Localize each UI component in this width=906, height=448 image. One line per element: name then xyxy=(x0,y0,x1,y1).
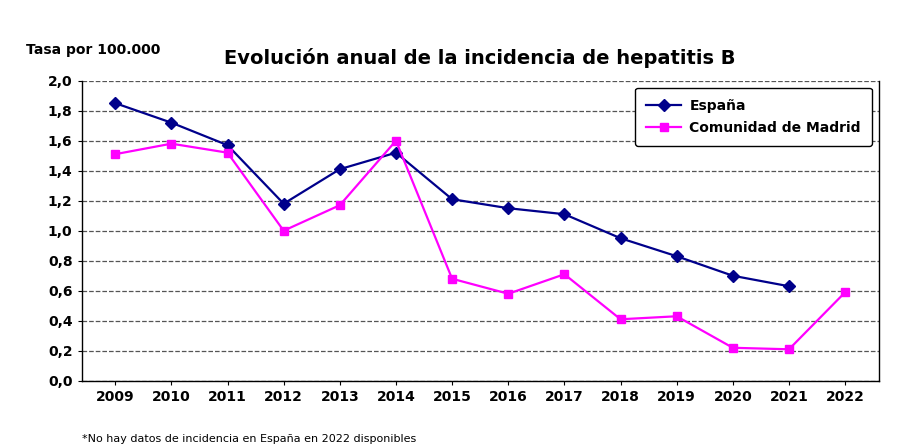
Text: *No hay datos de incidencia en España en 2022 disponibles: *No hay datos de incidencia en España en… xyxy=(82,434,416,444)
Text: Tasa por 100.000: Tasa por 100.000 xyxy=(25,43,160,56)
Legend: España, Comunidad de Madrid: España, Comunidad de Madrid xyxy=(635,88,872,146)
Comunidad de Madrid xyxy=(784,347,795,352)
España xyxy=(222,142,233,148)
Line: Comunidad de Madrid: Comunidad de Madrid xyxy=(111,137,849,353)
Title: Evolución anual de la incidencia de hepatitis B: Evolución anual de la incidencia de hepa… xyxy=(225,48,736,68)
España xyxy=(559,211,570,217)
España xyxy=(278,201,289,207)
Comunidad de Madrid xyxy=(615,317,626,322)
Comunidad de Madrid xyxy=(503,291,514,297)
España xyxy=(110,100,120,106)
Comunidad de Madrid xyxy=(334,202,345,208)
España xyxy=(728,273,738,279)
España xyxy=(615,236,626,241)
Comunidad de Madrid xyxy=(728,345,738,350)
España xyxy=(334,167,345,172)
Comunidad de Madrid xyxy=(110,151,120,157)
Comunidad de Madrid xyxy=(166,141,177,146)
Comunidad de Madrid xyxy=(840,289,851,295)
España xyxy=(447,197,458,202)
España xyxy=(166,120,177,125)
Line: España: España xyxy=(111,99,793,290)
España xyxy=(503,206,514,211)
Comunidad de Madrid xyxy=(559,271,570,277)
España xyxy=(390,150,401,155)
Comunidad de Madrid xyxy=(222,150,233,155)
Comunidad de Madrid xyxy=(447,276,458,281)
Comunidad de Madrid xyxy=(278,228,289,233)
España xyxy=(671,254,682,259)
Comunidad de Madrid xyxy=(671,314,682,319)
Comunidad de Madrid xyxy=(390,138,401,143)
España xyxy=(784,284,795,289)
